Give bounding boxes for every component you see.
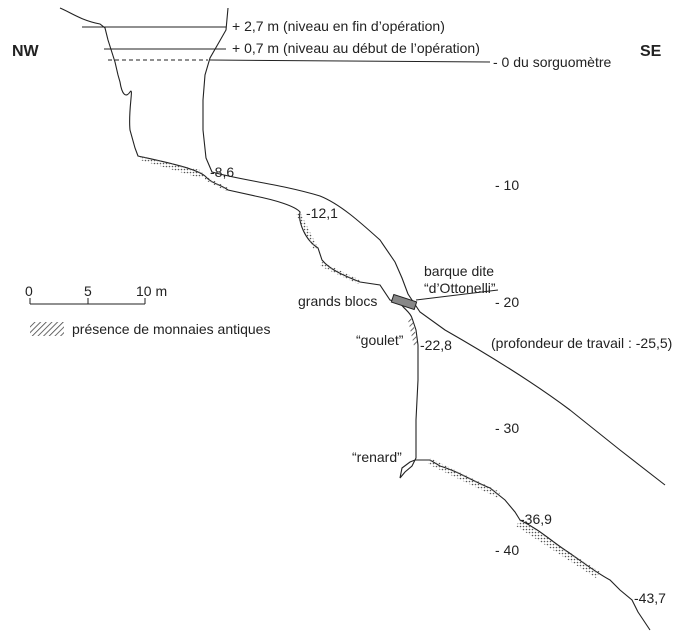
- scale-tick-10: 10 m: [136, 283, 167, 299]
- scale-tick-5: 5: [84, 283, 92, 299]
- level-end-label: + 2,7 m (niveau en fin d’opération): [232, 18, 445, 34]
- coin-zone-6: [428, 458, 500, 498]
- renard-label: “renard”: [352, 449, 402, 465]
- coin-zone-7: [516, 520, 600, 578]
- coin-zone-5: [408, 318, 418, 346]
- depth-scale-20: - 20: [495, 294, 519, 310]
- depth-mark-12-1: -12,1: [306, 205, 338, 221]
- cave-wall-left: [59, 7, 651, 631]
- orientation-se: SE: [640, 43, 662, 60]
- goulet-label: “goulet”: [356, 332, 404, 348]
- depth-mark-8-6: -8,6: [210, 164, 234, 180]
- work-depth-label: (profondeur de travail : -25,5): [491, 335, 672, 351]
- coin-zone-1: [140, 156, 205, 178]
- boat-shape: [390, 293, 418, 311]
- orientation-nw: NW: [12, 43, 40, 60]
- depth-scale-30: - 30: [495, 420, 519, 436]
- scale-bar: 0 5 10 m: [25, 283, 167, 305]
- depth-scale-10: - 10: [495, 177, 519, 193]
- level-start-label: + 0,7 m (niveau au début de l’opération): [232, 40, 480, 56]
- legend-label: présence de monnaies antiques: [72, 321, 270, 337]
- boat-label-2: “d’Ottonelli”: [424, 280, 496, 296]
- boat-leader: [415, 289, 499, 301]
- coin-zone-3: [296, 212, 318, 250]
- coin-zone-4: [320, 262, 360, 284]
- legend: présence de monnaies antiques: [30, 321, 270, 337]
- blocks-label: grands blocs: [298, 293, 377, 309]
- cave-wall-right: [202, 7, 666, 486]
- level-zero-label: - 0 du sorguomètre: [493, 54, 611, 70]
- scale-tick-0: 0: [25, 283, 33, 299]
- depth-mark-36-9: -36,9: [520, 511, 552, 527]
- depth-mark-43-7: -43,7: [634, 590, 666, 606]
- boat-label-1: barque dite: [424, 263, 494, 279]
- level-zero-line: [209, 59, 491, 63]
- depth-mark-22-8: -22,8: [420, 337, 452, 353]
- coin-zone-2: [205, 176, 228, 191]
- depth-scale-40: - 40: [495, 542, 519, 558]
- legend-hatch-swatch: [30, 322, 64, 336]
